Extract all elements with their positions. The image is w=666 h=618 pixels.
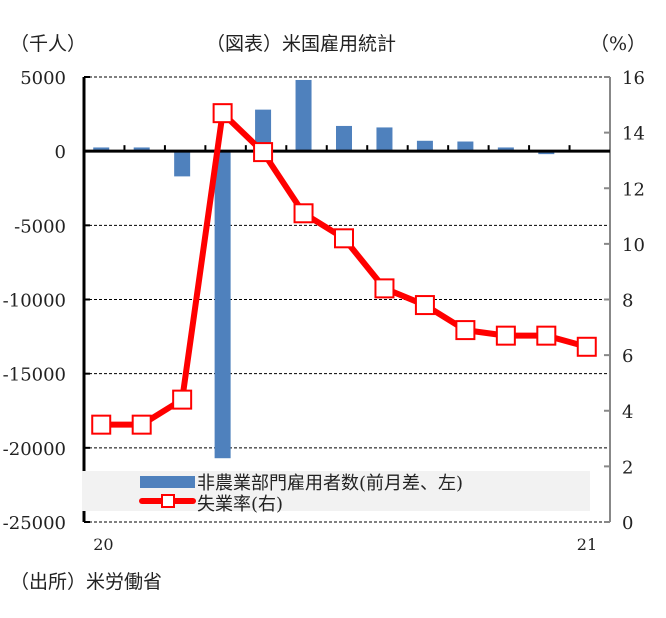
employment-bar xyxy=(376,127,393,152)
employment-bar xyxy=(133,147,150,152)
right-tick-label: 0 xyxy=(622,513,633,534)
right-tick-label: 12 xyxy=(622,179,645,200)
left-tick-label: -20000 xyxy=(3,439,66,460)
right-tick-label: 2 xyxy=(622,457,633,478)
employment-bar xyxy=(497,147,514,152)
unemployment-marker xyxy=(374,278,395,299)
unemployment-marker xyxy=(455,320,476,341)
employment-bar xyxy=(416,140,433,152)
right-tick-label: 16 xyxy=(622,68,645,89)
source-note: （出所）米労働省 xyxy=(10,571,162,593)
employment-bar xyxy=(336,125,352,152)
left-tick-label: -25000 xyxy=(3,513,66,534)
right-tick-label: 4 xyxy=(622,402,633,423)
right-tick-label: 8 xyxy=(622,291,633,312)
right-unit-label: （%） xyxy=(590,33,646,55)
unemployment-marker xyxy=(131,414,152,435)
unemployment-marker xyxy=(293,203,314,224)
left-tick-label: -5000 xyxy=(14,216,66,237)
left-unit-label: （千人） xyxy=(10,33,86,55)
unemployment-marker xyxy=(334,228,354,249)
legend: 非農業部門雇用者数(前月差、左) 失業率(右) xyxy=(82,471,590,515)
employment-bar xyxy=(93,147,110,152)
unemployment-marker xyxy=(495,325,516,346)
chart-title: （図表）米国雇用統計 xyxy=(206,33,396,55)
unemployment-marker xyxy=(414,295,435,316)
unemployment-marker xyxy=(91,414,112,435)
employment-bar xyxy=(174,151,191,177)
right-tick-label: 6 xyxy=(622,346,633,367)
left-tick-label: 0 xyxy=(55,142,66,163)
unemployment-marker xyxy=(576,336,597,357)
employment-bar xyxy=(457,141,474,152)
unemployment-line xyxy=(101,110,588,428)
left-tick-label: 5000 xyxy=(20,68,66,89)
unemployment-marker xyxy=(536,325,557,346)
x-tick-label: 20 xyxy=(93,535,113,554)
legend-label-unemployment: 失業率(右) xyxy=(197,494,283,515)
legend-bar-swatch xyxy=(140,476,195,488)
legend-marker-swatch xyxy=(161,494,175,508)
legend-label-employment: 非農業部門雇用者数(前月差、左) xyxy=(197,473,463,494)
right-tick-label: 10 xyxy=(622,235,645,256)
unemployment-marker xyxy=(253,142,274,163)
employment-bar xyxy=(255,109,272,152)
unemployment-marker xyxy=(172,389,193,410)
employment-bar xyxy=(214,151,231,459)
employment-bar xyxy=(295,79,312,152)
left-tick-label: -10000 xyxy=(3,291,66,312)
left-tick-label: -15000 xyxy=(3,365,66,386)
unemployment-marker xyxy=(212,103,233,124)
right-tick-label: 14 xyxy=(622,124,645,145)
x-tick-label: 21 xyxy=(577,535,597,554)
